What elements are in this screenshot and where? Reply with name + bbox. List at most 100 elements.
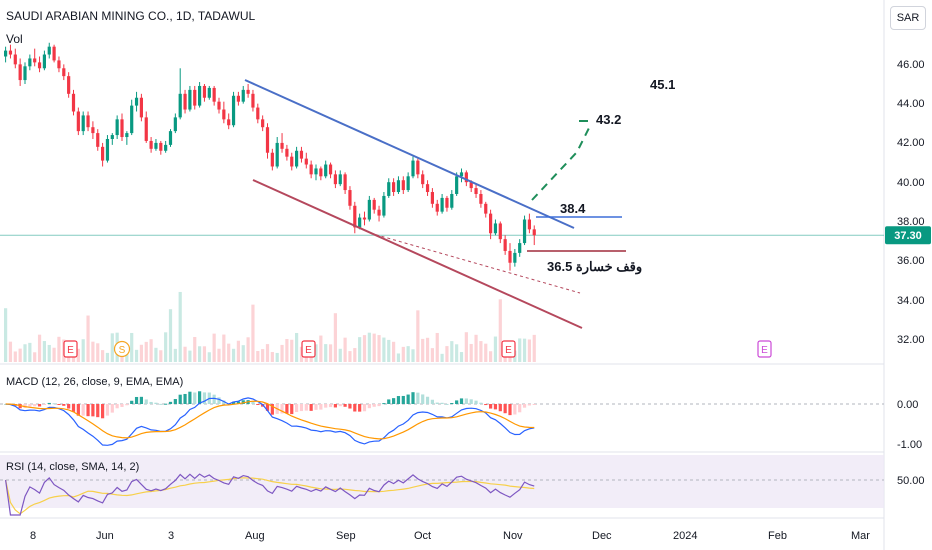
macd-histogram-bar — [222, 400, 226, 404]
current-price-badge[interactable] — [885, 226, 931, 245]
macd-histogram-bar — [377, 404, 381, 407]
candle-body — [343, 174, 347, 191]
macd-histogram-bar — [144, 399, 148, 404]
annotation-stop-loss[interactable]: وقف خسارة 36.5 — [547, 259, 642, 275]
macd-histogram-bar — [280, 404, 284, 414]
earnings-marker[interactable] — [301, 340, 316, 358]
volume-bar — [353, 348, 357, 362]
volume-bar — [134, 349, 139, 362]
earnings-marker[interactable] — [63, 340, 78, 358]
candle-body — [202, 85, 207, 98]
volume-bar — [275, 352, 279, 362]
candle-body — [396, 180, 401, 193]
macd-histogram-bar — [358, 404, 362, 412]
time-tick: Dec — [592, 530, 612, 542]
macd-histogram-bar — [96, 404, 100, 418]
macd-histogram-bar — [105, 404, 110, 416]
time-axis[interactable]: 8 Jun 3 Aug Sep Oct Nov Dec 2024 Feb Mar — [30, 530, 870, 542]
volume-bar — [86, 315, 90, 362]
volume-bar — [246, 337, 250, 362]
candle-body — [280, 142, 284, 149]
lower-trendline[interactable] — [252, 179, 583, 329]
volume-bar — [193, 336, 197, 362]
macd-histogram-bar — [367, 404, 371, 409]
volume-bar — [149, 339, 153, 362]
rsi-band — [0, 455, 884, 508]
price-tick: 46.00 — [897, 59, 925, 71]
candle-body — [23, 66, 27, 81]
candle-body — [362, 217, 367, 220]
candle-body — [455, 176, 459, 194]
macd-histogram-bar — [527, 404, 531, 406]
candle-body — [270, 152, 274, 167]
candle-body — [474, 188, 478, 194]
macd-signal-line — [5, 400, 535, 440]
volume-bar — [91, 341, 95, 362]
currency-button[interactable]: SAR — [890, 6, 926, 30]
time-tick: Feb — [768, 530, 787, 542]
volume-bar — [489, 351, 493, 362]
candle-body — [222, 109, 226, 120]
candle-body — [261, 119, 265, 128]
macd-label[interactable]: MACD (12, 26, close, 9, EMA, EMA) — [6, 376, 184, 388]
candle-body — [445, 197, 449, 208]
earnings-marker[interactable] — [501, 340, 516, 358]
volume-bar — [265, 344, 270, 362]
candle-body — [459, 172, 464, 177]
candle-body — [8, 50, 13, 55]
candle-body — [304, 158, 308, 165]
volume-bar — [455, 344, 459, 362]
volume-bar — [144, 341, 148, 362]
macd-histogram-bar — [425, 396, 430, 404]
annotation-target-2[interactable]: 45.1 — [650, 77, 675, 92]
macd-histogram-bar — [265, 404, 270, 411]
upper-trendline[interactable] — [244, 79, 575, 229]
volume-bar — [139, 344, 143, 362]
volume-bar — [387, 339, 391, 362]
macd-histogram-bar — [202, 392, 207, 404]
volume-bar — [227, 343, 231, 362]
target-projection-line[interactable] — [531, 125, 591, 201]
candle-body — [101, 146, 105, 161]
volume-bar — [440, 353, 444, 362]
volume-bar — [362, 335, 367, 362]
candle-body — [387, 182, 391, 196]
split-marker[interactable] — [113, 340, 131, 358]
symbol-title[interactable]: SAUDI ARABIAN MINING CO., 1D, TADAWUL — [6, 9, 256, 23]
volume-bar — [261, 349, 265, 362]
dashed-support-line[interactable] — [369, 232, 581, 294]
candle-body — [275, 142, 279, 167]
macd-histogram-bar — [382, 403, 386, 405]
drawings[interactable] — [244, 79, 626, 329]
volume-bar — [28, 342, 32, 362]
upcoming-earnings-marker-label: E — [761, 345, 768, 356]
macd-histogram-bar — [348, 404, 352, 409]
candle-body — [338, 174, 342, 185]
macd-histogram-bar — [168, 401, 173, 404]
volume-bar — [217, 348, 221, 362]
annotation-target-1[interactable]: 43.2 — [596, 112, 621, 127]
macd-histogram-bar — [440, 402, 444, 404]
price-tick: 32.00 — [897, 334, 925, 346]
volume-bar — [212, 333, 216, 362]
volume-bar — [508, 353, 512, 362]
macd-histogram-bar — [464, 398, 468, 404]
time-tick: 8 — [30, 530, 36, 542]
volume-bar — [416, 310, 420, 362]
price-tick: 42.00 — [897, 137, 925, 149]
macd-histogram-bar — [459, 398, 464, 404]
upcoming-earnings-marker[interactable] — [757, 340, 772, 358]
candle-body — [217, 101, 221, 110]
volume-bar — [285, 339, 289, 362]
rsi-label[interactable]: RSI (14, close, SMA, 14, 2) — [6, 461, 140, 473]
volume-bar — [484, 343, 488, 362]
event-markers[interactable]: E S E E E — [63, 340, 772, 358]
annotation-breakout[interactable]: 38.4 — [560, 201, 586, 216]
macd-histogram-bar — [241, 400, 245, 404]
volume-bar — [474, 334, 478, 362]
volume-bar — [392, 341, 396, 362]
time-tick: 3 — [168, 530, 174, 542]
price-axis[interactable]: 46.00 44.00 42.00 40.00 38.00 36.00 34.0… — [897, 59, 925, 346]
volume-label[interactable]: Vol — [6, 32, 23, 46]
